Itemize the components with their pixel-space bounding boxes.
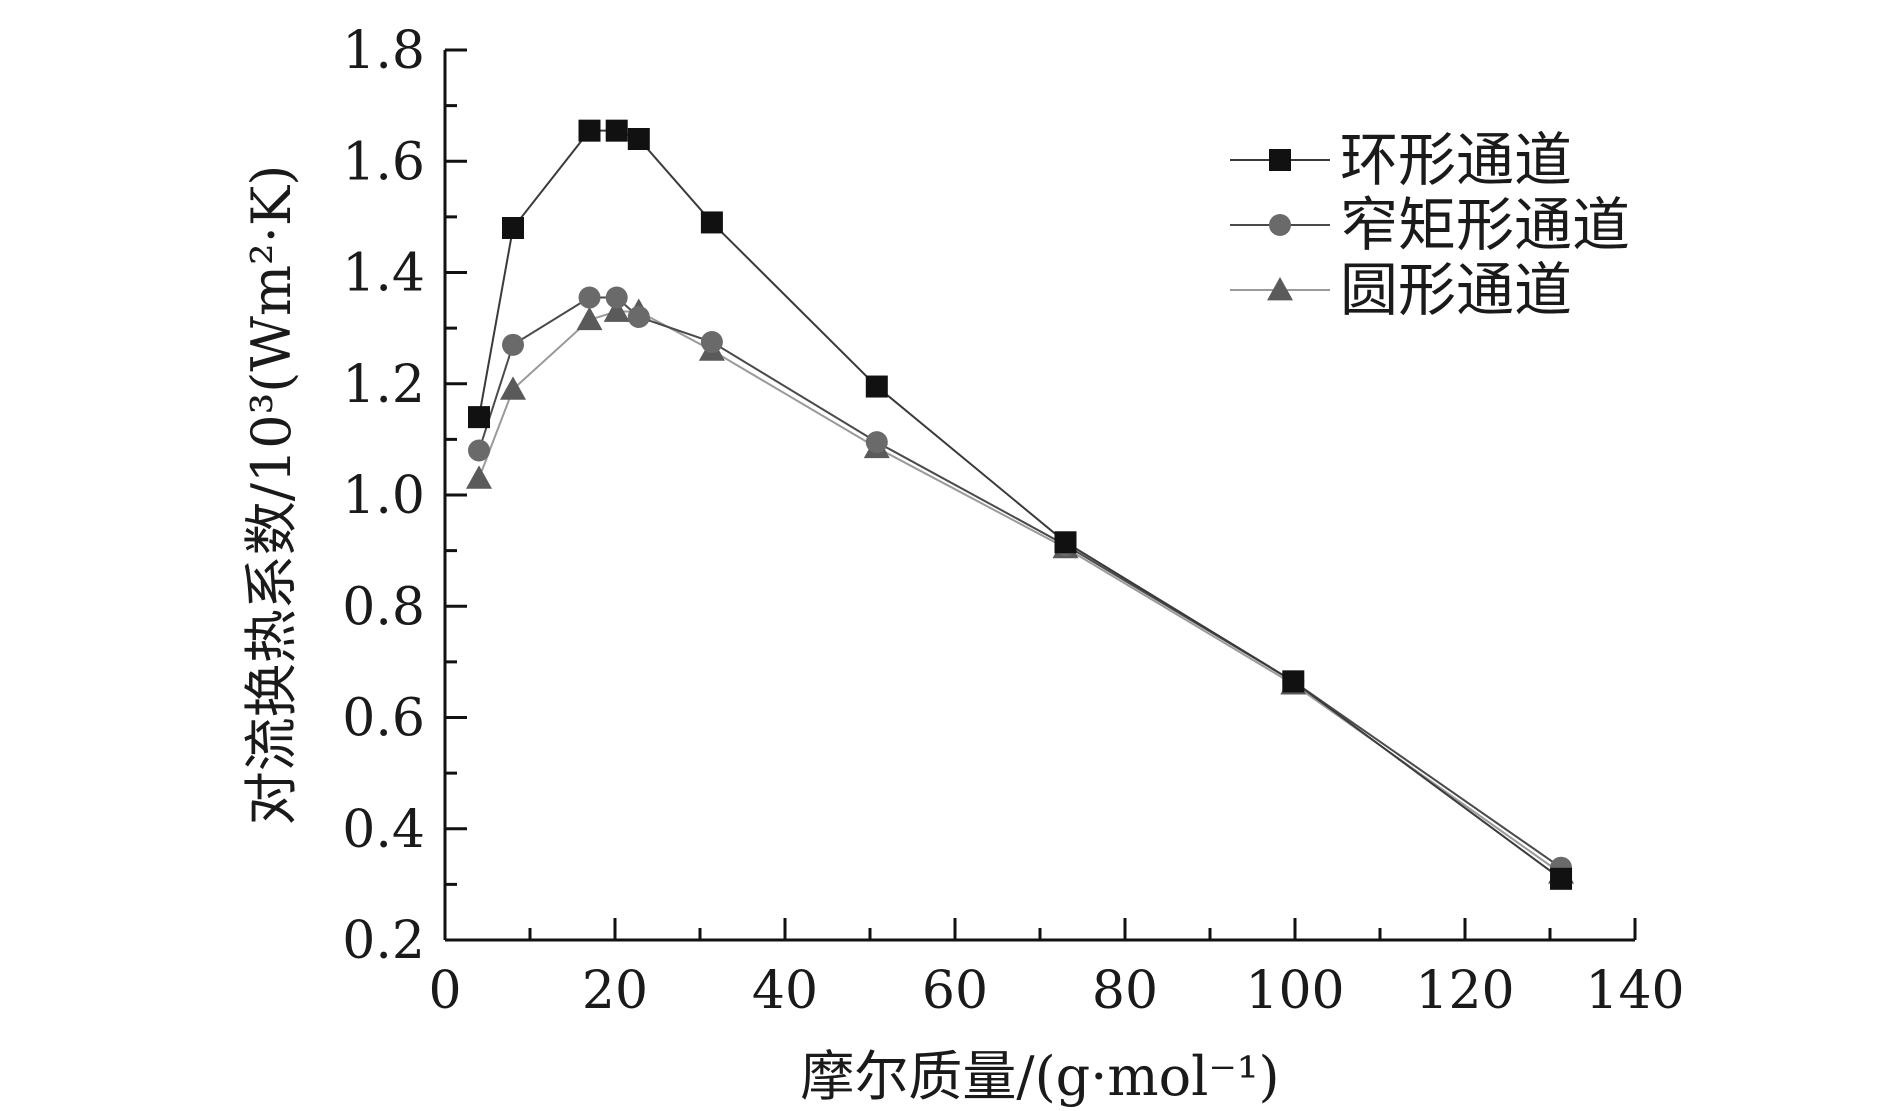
y-tick-label: 1.0 xyxy=(342,466,425,526)
data-point-series-2 xyxy=(576,306,603,331)
data-point-series-1 xyxy=(627,306,650,328)
y-tick-label: 1.4 xyxy=(342,244,425,304)
legend-label: 窄矩形通道 xyxy=(1340,191,1630,259)
y-tick-label: 0.6 xyxy=(342,689,425,749)
y-tick-label: 0.4 xyxy=(342,800,425,860)
x-axis-title: 摩尔质量/(g·mol⁻¹) xyxy=(800,1045,1279,1108)
data-point-series-0 xyxy=(627,128,650,150)
y-tick-label: 1.6 xyxy=(342,132,425,192)
x-tick-label: 80 xyxy=(1092,961,1158,1021)
data-point-series-0 xyxy=(468,406,490,429)
data-point-series-0 xyxy=(1054,531,1077,554)
data-point-series-0 xyxy=(605,119,628,142)
x-tick-label: 140 xyxy=(1585,961,1684,1021)
data-point-series-0 xyxy=(1550,867,1573,890)
data-point-series-1 xyxy=(578,286,601,309)
data-point-series-0 xyxy=(502,217,524,239)
legend-label: 圆形通道 xyxy=(1340,256,1572,324)
data-point-series-0 xyxy=(578,119,601,142)
series-layer xyxy=(466,119,1575,890)
y-tick-label: 1.8 xyxy=(342,21,425,81)
data-point-series-2 xyxy=(603,298,630,322)
data-point-series-0 xyxy=(700,211,723,234)
y-axis-title: 对流换热系数/10³(Wm²·K) xyxy=(240,165,303,826)
x-tick-label: 60 xyxy=(922,961,988,1021)
series-line-2 xyxy=(478,310,1562,875)
data-point-series-1 xyxy=(468,439,490,462)
legend-label: 环形通道 xyxy=(1340,126,1572,194)
y-tick-label: 0.2 xyxy=(342,911,425,971)
legend-marker xyxy=(1269,149,1291,171)
legend-marker xyxy=(1269,214,1291,236)
data-point-series-1 xyxy=(700,331,723,354)
x-tick-label: 20 xyxy=(582,961,648,1021)
x-tick-label: 100 xyxy=(1245,961,1344,1021)
data-point-series-2 xyxy=(500,376,526,400)
x-tick-label: 0 xyxy=(428,961,461,1021)
data-point-series-1 xyxy=(605,286,628,309)
data-point-series-0 xyxy=(865,375,888,398)
data-point-series-1 xyxy=(865,431,888,454)
y-tick-label: 0.8 xyxy=(342,577,425,637)
ticks: 0.2 0.4 0.6 0.8 1.0 1.2 1.4 1.6 1.8 0 20 40 60 80 100 1… xyxy=(342,21,1684,1021)
x-tick-label: 120 xyxy=(1415,961,1514,1021)
x-tick-label: 40 xyxy=(752,961,818,1021)
y-tick-label: 1.2 xyxy=(342,355,425,415)
series-line-0 xyxy=(478,129,1562,880)
data-point-series-2 xyxy=(466,465,492,489)
series-line-1 xyxy=(478,296,1562,869)
data-point-series-1 xyxy=(502,333,524,356)
data-point-series-0 xyxy=(1282,670,1305,693)
legend-marker xyxy=(1267,277,1293,301)
